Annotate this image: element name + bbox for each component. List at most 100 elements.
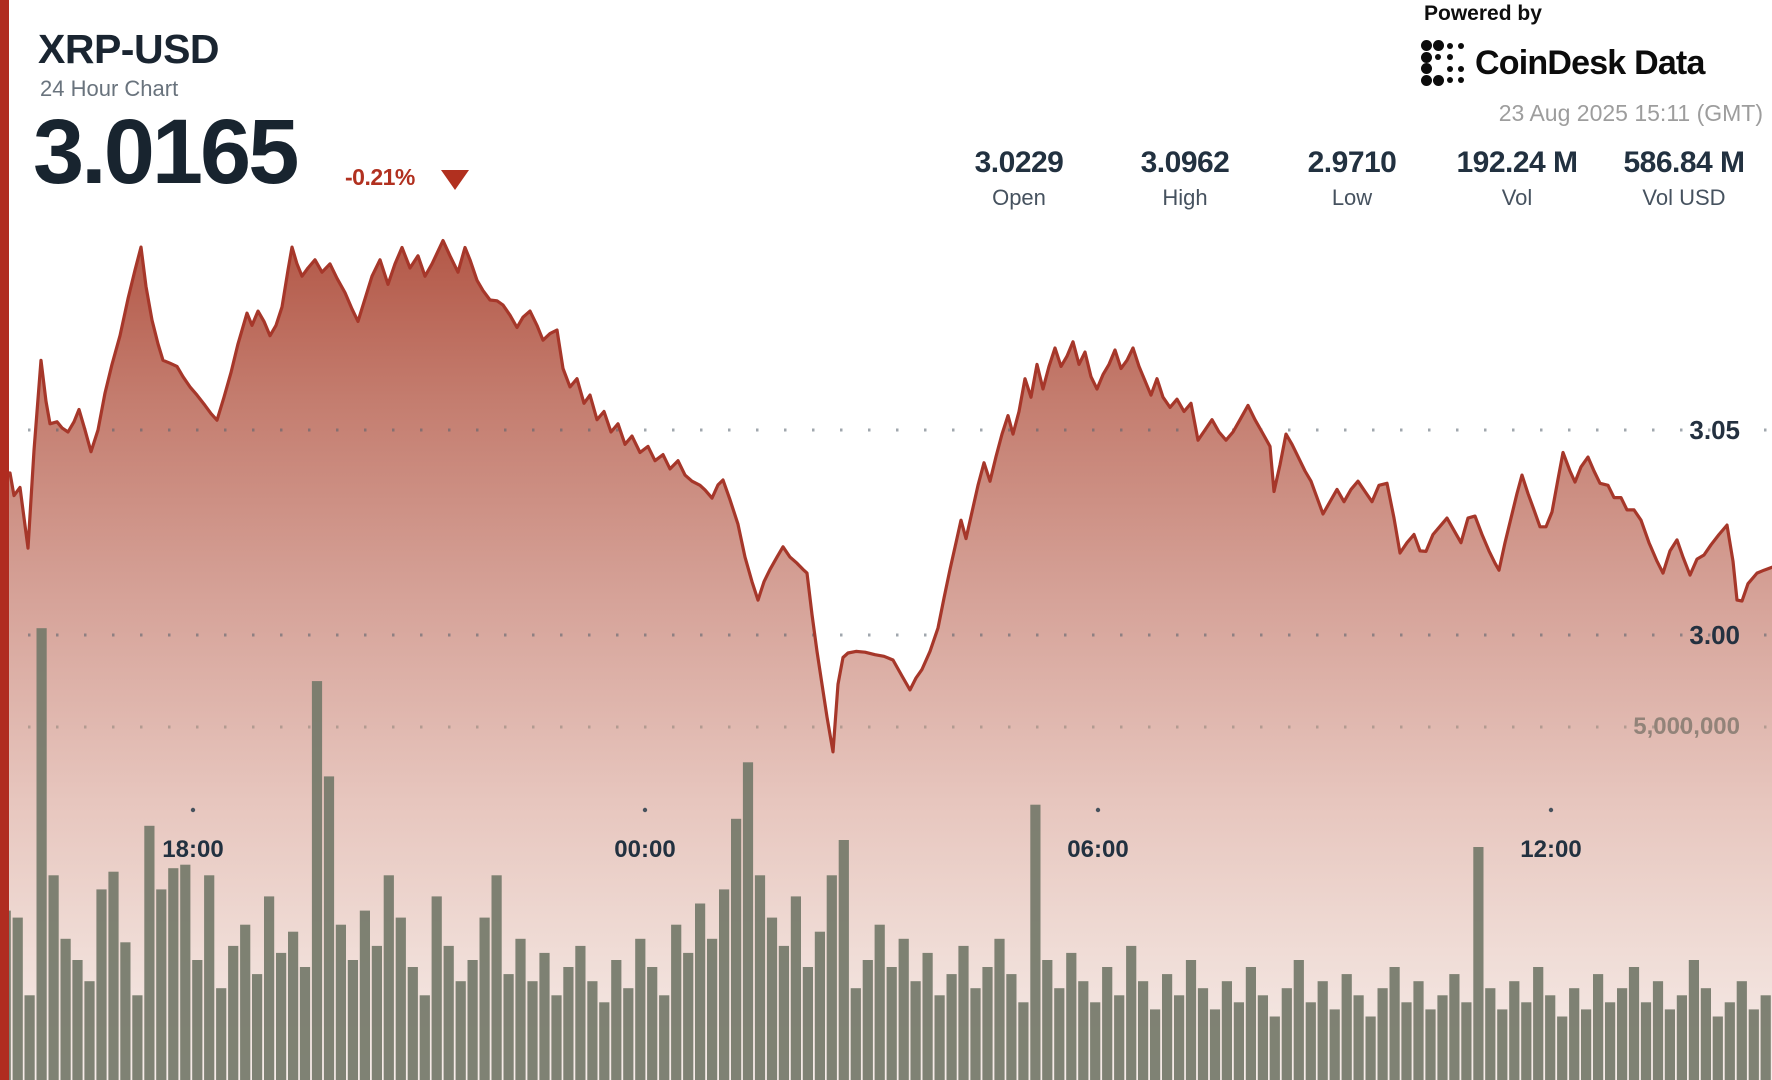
volume-bar — [48, 875, 59, 1080]
volume-bar — [731, 818, 742, 1080]
volume-bar — [1281, 988, 1292, 1080]
volume-bar — [587, 981, 598, 1080]
volume-bar — [1413, 981, 1424, 1080]
x-axis-tick-dots — [190, 807, 1554, 813]
volume-bar — [204, 875, 215, 1080]
coindesk-logo-icon — [1421, 40, 1467, 86]
volume-bar — [754, 875, 766, 1080]
volume-bar — [216, 988, 227, 1080]
stat-volume-value: 192.24 M — [1456, 146, 1578, 179]
volume-bar — [982, 967, 993, 1080]
volume-bar — [1652, 981, 1664, 1080]
volume-bar — [1054, 988, 1065, 1080]
y-axis-label-3-05: 3.05 — [1689, 415, 1740, 445]
volume-bar — [539, 952, 550, 1080]
stat-high: 3.0962 High — [1090, 146, 1280, 211]
volume-axis-label: 5,000,000 — [1633, 713, 1740, 740]
x-axis-label-12-00: 12:00 — [1520, 836, 1582, 863]
stat-low-label: Low — [1331, 185, 1373, 210]
stat-open: 3.0229 Open — [924, 146, 1114, 211]
volume-bar — [503, 974, 514, 1080]
volume-bar — [168, 868, 179, 1080]
volume-bar — [24, 995, 35, 1080]
volume-bar — [1269, 1016, 1280, 1080]
volume-bar — [1209, 1009, 1221, 1080]
price-area-fill — [0, 240, 1772, 1080]
volume-bar — [1102, 967, 1113, 1080]
volume-bar — [1257, 995, 1268, 1080]
coindesk-data-logo[interactable]: CoinDesk Data — [1421, 40, 1705, 86]
volume-bar — [1090, 1002, 1101, 1080]
chart-timestamp: 23 Aug 2025 15:11 (GMT) — [1498, 100, 1763, 126]
volume-bar — [563, 967, 574, 1080]
volume-bar — [1317, 981, 1328, 1080]
volume-bar — [647, 967, 658, 1080]
volume-bar — [1030, 804, 1041, 1080]
volume-bar — [395, 917, 406, 1080]
volume-bar — [1628, 967, 1640, 1080]
volume-bar — [994, 938, 1005, 1080]
volume-bar — [132, 995, 143, 1080]
volume-bar — [60, 938, 71, 1080]
chart-subtitle: 24 Hour Chart — [40, 76, 179, 101]
volume-bar — [1688, 960, 1699, 1080]
volume-bar — [970, 988, 981, 1080]
volume-bar — [826, 875, 837, 1080]
volume-bar — [695, 903, 706, 1080]
x-axis-label-00-00: 00:00 — [614, 836, 676, 863]
volume-bar — [1221, 981, 1232, 1080]
volume-bar — [12, 917, 23, 1080]
volume-bar — [407, 967, 418, 1080]
volume-bar — [96, 889, 107, 1080]
volume-bar — [1389, 967, 1400, 1080]
volume-bar — [288, 931, 299, 1080]
volume-bar — [635, 938, 646, 1080]
volume-bar — [311, 681, 323, 1080]
volume-bar — [240, 924, 251, 1080]
volume-bar — [1497, 1009, 1508, 1080]
volume-bar — [707, 938, 718, 1080]
volume-bar — [1150, 1009, 1161, 1080]
volume-bar — [910, 981, 921, 1080]
volume-bar — [790, 896, 801, 1080]
volume-bar — [1305, 1002, 1316, 1080]
volume-bars — [0, 628, 1771, 1080]
stat-volume-label: Vol — [1501, 185, 1533, 210]
volume-bar — [958, 945, 969, 1080]
volume-bar — [1114, 995, 1125, 1080]
volume-bar — [299, 967, 311, 1080]
volume-bar — [276, 952, 287, 1080]
volume-bar — [1724, 1002, 1735, 1080]
volume-bar — [1377, 988, 1388, 1080]
stat-open-value: 3.0229 — [974, 146, 1064, 179]
x-axis-label-06-00: 06:00 — [1067, 836, 1129, 863]
volume-bar — [1018, 1002, 1029, 1080]
stat-volume-usd-label: Vol USD — [1642, 185, 1726, 210]
volume-bar — [1676, 995, 1687, 1080]
volume-bar — [1293, 960, 1304, 1080]
volume-bar — [1760, 995, 1771, 1080]
volume-bar — [742, 762, 754, 1080]
last-price: 3.0165 — [33, 101, 299, 203]
volume-bar — [886, 967, 897, 1080]
volume-bar — [383, 875, 394, 1080]
volume-bar — [778, 945, 789, 1080]
volume-bar — [467, 960, 478, 1080]
volume-bar — [120, 942, 131, 1080]
volume-bar — [922, 952, 933, 1080]
volume-bar — [659, 995, 670, 1080]
volume-bar — [1748, 1009, 1759, 1080]
volume-bar — [84, 981, 95, 1080]
volume-bar — [1174, 995, 1185, 1080]
volume-bar — [443, 945, 454, 1080]
volume-bar — [1485, 988, 1496, 1080]
volume-bar — [1605, 1002, 1616, 1080]
volume-bar — [264, 896, 275, 1080]
volume-bar — [1640, 1002, 1652, 1080]
volume-bar — [1341, 974, 1352, 1080]
coindesk-brand-text: CoinDesk Data — [1475, 43, 1705, 82]
volume-bar — [1521, 1002, 1532, 1080]
volume-bar — [874, 924, 885, 1080]
volume-bar — [946, 974, 957, 1080]
